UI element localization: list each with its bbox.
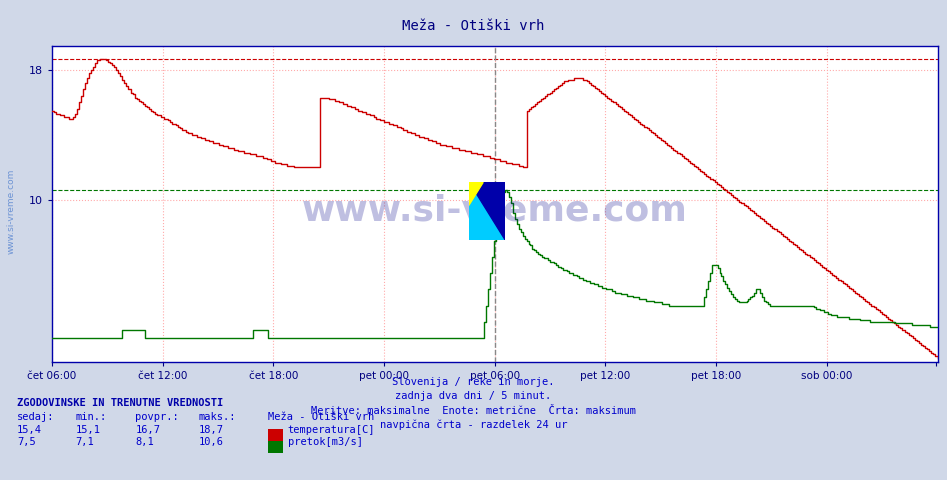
Text: 18,7: 18,7	[199, 425, 223, 435]
Text: 7,5: 7,5	[17, 437, 36, 447]
Text: ZGODOVINSKE IN TRENUTNE VREDNOSTI: ZGODOVINSKE IN TRENUTNE VREDNOSTI	[17, 397, 223, 408]
Text: 15,4: 15,4	[17, 425, 42, 435]
Text: www.si-vreme.com: www.si-vreme.com	[7, 168, 16, 254]
Text: zadnja dva dni / 5 minut.: zadnja dva dni / 5 minut.	[396, 391, 551, 401]
Text: povpr.:: povpr.:	[135, 412, 179, 422]
Text: Meritve: maksimalne  Enote: metrične  Črta: maksimum: Meritve: maksimalne Enote: metrične Črta…	[311, 406, 636, 416]
Text: 7,1: 7,1	[76, 437, 95, 447]
Text: navpična črta - razdelek 24 ur: navpična črta - razdelek 24 ur	[380, 420, 567, 431]
Text: Slovenija / reke in morje.: Slovenija / reke in morje.	[392, 377, 555, 387]
Text: 8,1: 8,1	[135, 437, 154, 447]
Text: pretok[m3/s]: pretok[m3/s]	[288, 437, 363, 447]
Polygon shape	[469, 182, 505, 240]
Text: www.si-vreme.com: www.si-vreme.com	[302, 193, 688, 228]
Text: temperatura[C]: temperatura[C]	[288, 425, 375, 435]
Polygon shape	[469, 182, 505, 240]
Text: min.:: min.:	[76, 412, 107, 422]
Text: Meža - Otiški vrh: Meža - Otiški vrh	[268, 412, 374, 422]
Text: sedaj:: sedaj:	[17, 412, 55, 422]
Text: 10,6: 10,6	[199, 437, 223, 447]
Text: maks.:: maks.:	[199, 412, 237, 422]
Polygon shape	[469, 182, 483, 205]
Text: Meža - Otiški vrh: Meža - Otiški vrh	[402, 19, 545, 34]
Text: 15,1: 15,1	[76, 425, 100, 435]
Text: 16,7: 16,7	[135, 425, 160, 435]
